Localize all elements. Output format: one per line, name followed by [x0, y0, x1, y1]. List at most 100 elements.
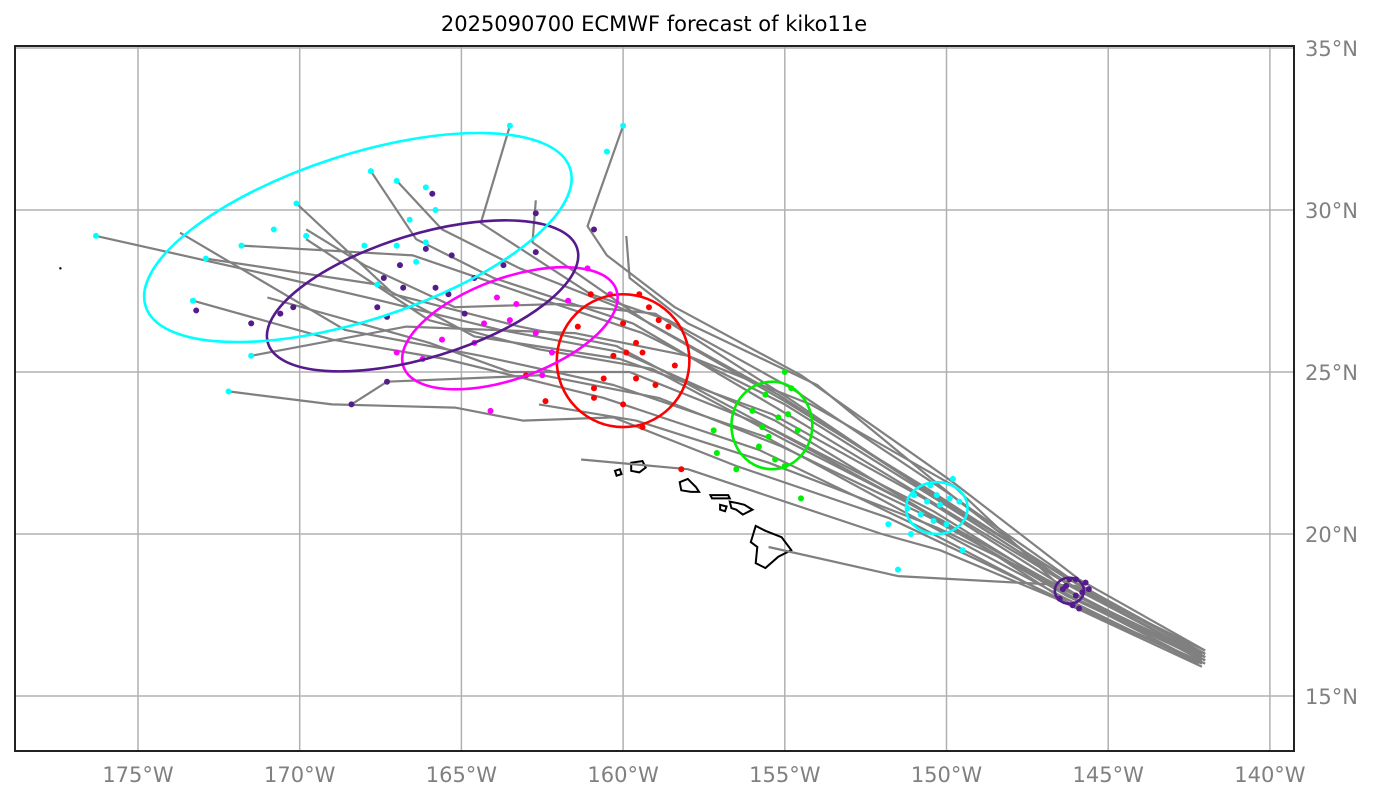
track-point	[943, 521, 950, 528]
track-point	[500, 262, 507, 269]
track-point	[225, 388, 232, 395]
x-axis-ticks: 175°W 170°W 165°W 160°W 155°W 150°W 145°W 140°W	[102, 763, 1305, 787]
y-tick-label: 20°N	[1305, 523, 1358, 547]
track-point	[956, 498, 963, 505]
track-point	[380, 275, 387, 282]
track-point	[400, 284, 407, 291]
track-point	[429, 190, 436, 197]
track-point	[513, 300, 520, 307]
ensemble-points	[92, 122, 1092, 612]
track-point	[293, 200, 300, 207]
track-point	[655, 317, 662, 324]
track-point	[290, 304, 297, 311]
track-point	[384, 378, 391, 385]
track-point	[772, 456, 779, 463]
track-point	[671, 362, 678, 369]
track-point	[930, 518, 937, 525]
small-marker	[59, 267, 62, 270]
track-point	[92, 232, 99, 239]
track-point	[590, 385, 597, 392]
track-point	[348, 401, 355, 408]
chart-title: 2025090700 ECMWF forecast of kiko11e	[440, 12, 868, 36]
y-tick-label: 35°N	[1305, 37, 1358, 61]
track-point	[603, 148, 610, 155]
track-point	[1085, 586, 1092, 593]
track-point	[749, 407, 756, 414]
ellipse-day-5	[400, 265, 619, 391]
x-tick-label: 150°W	[911, 763, 983, 787]
track-point	[623, 349, 630, 356]
x-tick-label: 155°W	[749, 763, 821, 787]
x-tick-label: 145°W	[1073, 763, 1145, 787]
coast-hawaii	[749, 524, 793, 570]
track-point	[639, 349, 646, 356]
track-point	[422, 239, 429, 246]
plot-frame	[14, 45, 1295, 752]
track-point	[762, 391, 769, 398]
track-point	[917, 511, 924, 518]
track-point	[393, 349, 400, 356]
track-point	[781, 369, 788, 375]
coast-lanai	[719, 503, 728, 513]
track-point	[574, 323, 581, 330]
track-point	[733, 466, 740, 473]
track-point	[277, 310, 284, 317]
track-point	[481, 320, 488, 327]
track-point	[1072, 592, 1079, 599]
track-point	[1082, 579, 1089, 586]
track-point	[785, 411, 792, 418]
track-point	[678, 466, 685, 473]
x-tick-label: 165°W	[426, 763, 498, 787]
track-point	[937, 501, 944, 508]
track-point	[587, 291, 594, 298]
ellipse-day-1	[1053, 576, 1086, 605]
track-line	[479, 125, 1203, 655]
x-tick-label: 175°W	[102, 763, 174, 787]
track-point	[493, 294, 500, 301]
track-point	[1076, 605, 1083, 612]
track-point	[193, 307, 200, 314]
track-point	[755, 443, 762, 450]
track-point	[652, 381, 659, 388]
track-point	[374, 281, 381, 288]
track-point	[620, 320, 627, 327]
track-point	[532, 330, 539, 337]
track-point	[600, 375, 607, 382]
track-point	[361, 242, 368, 249]
track-point	[532, 249, 539, 256]
ellipse-day-4	[555, 292, 691, 429]
track-point	[775, 414, 782, 421]
track-line	[305, 238, 1203, 665]
track-point	[238, 242, 245, 249]
coast-molokai	[708, 494, 732, 500]
track-point	[765, 433, 772, 440]
track-point	[438, 336, 445, 343]
track-point	[924, 498, 931, 505]
track-point	[620, 122, 627, 129]
track-point	[506, 317, 513, 324]
track-point	[610, 352, 617, 359]
track-point	[620, 401, 627, 408]
track-line	[625, 235, 1206, 659]
track-point	[665, 323, 672, 330]
track-line	[350, 374, 1203, 665]
track-point	[794, 427, 801, 434]
track-point	[590, 394, 597, 401]
track-point	[645, 304, 652, 311]
coastlines	[59, 267, 793, 570]
track-point	[633, 339, 640, 346]
track-point	[422, 184, 429, 191]
track-line	[305, 228, 1206, 652]
track-point	[448, 252, 455, 259]
track-line	[192, 299, 1203, 668]
track-point	[461, 310, 468, 317]
track-point	[393, 242, 400, 249]
track-point	[270, 226, 277, 233]
track-line	[586, 125, 1206, 652]
track-point	[885, 521, 892, 528]
y-axis-ticks: 35°N 30°N 25°N 20°N 15°N	[1305, 37, 1358, 709]
probability-ellipses	[142, 131, 1086, 605]
track-point	[548, 349, 555, 356]
track-point	[432, 207, 439, 213]
